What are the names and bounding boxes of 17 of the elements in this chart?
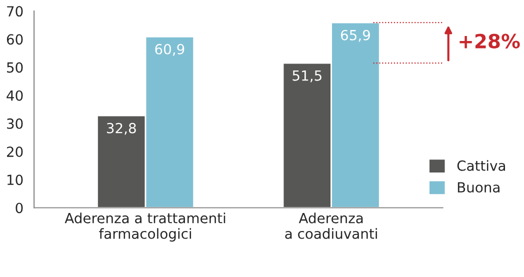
text: +28%: [460, 34, 520, 48]
data-label: 32,8: [106, 122, 136, 135]
data-label: 65,9: [340, 30, 370, 42]
legend-label: Cattiva: [457, 160, 505, 171]
y-tick-label: 70: [7, 6, 23, 17]
y-tick-label: 30: [7, 118, 23, 129]
x-tick-label: Aderenza a coadiuvanti: [285, 212, 377, 239]
y-tick-label: 20: [6, 146, 23, 158]
y-tick-label: 10: [7, 174, 23, 186]
legend-label: Buona: [458, 182, 500, 193]
y-tick-label: 40: [6, 90, 23, 101]
data-label: 60,9: [155, 44, 184, 56]
data-label: 51,5: [292, 70, 322, 82]
y-tick-label: 0: [16, 202, 23, 214]
x-tick-label: Aderenza a trattamenti farmacologici: [64, 212, 226, 242]
y-tick-label: 50: [7, 62, 23, 73]
y-tick-label: 60: [6, 34, 23, 45]
